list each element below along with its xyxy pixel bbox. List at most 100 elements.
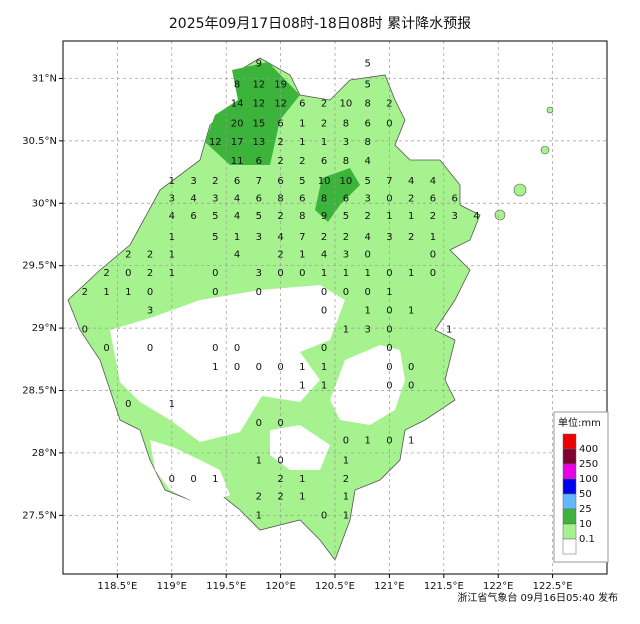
map-frame [63,41,607,574]
rain-value: 0 [256,418,262,429]
rain-value: 1 [103,287,109,298]
rain-value: 6 [234,176,240,187]
rain-value: 1 [430,232,436,243]
rain-value: 3 [343,137,349,148]
rain-value: 2 [430,211,436,222]
rain-value: 1 [169,176,175,187]
rain-value: 6 [299,98,305,109]
rain-value: 2 [277,137,283,148]
y-tick-label: 28.5°N [22,386,57,397]
rain-value: 1 [299,118,305,129]
rain-value: 2 [408,193,414,204]
rain-value: 8 [321,193,327,204]
rain-value: 0 [82,324,88,335]
legend-label: 25 [579,504,592,515]
rain-value: 2 [321,118,327,129]
legend-swatch [562,463,577,480]
rain-value: 0 [277,268,283,279]
rain-value: 4 [234,193,240,204]
rain-value: 1 [408,211,414,222]
rain-value: 0 [321,306,327,317]
x-tick-label: 118.5°E [97,581,137,592]
rain-value: 5 [364,58,370,69]
rain-value: 4 [364,156,370,167]
rain-value: 6 [256,156,262,167]
rain-value: 2 [277,474,283,485]
rain-value: 1 [299,249,305,260]
rain-value: 4 [169,211,175,222]
rain-value: 0 [299,268,305,279]
rain-value: 1 [446,324,452,335]
y-tick-label: 27.5°N [22,510,57,521]
rain-value: 6 [321,156,327,167]
rain-value: 20 [231,118,244,129]
x-tick-label: 119°E [157,581,187,592]
rain-value: 0 [321,287,327,298]
rain-value: 8 [299,211,305,222]
rain-value: 3 [386,232,392,243]
island [546,106,554,114]
rain-value: 2 [408,232,414,243]
rain-value: 1 [408,306,414,317]
rain-value: 0 [430,268,436,279]
rain-value: 4 [321,249,327,260]
rain-value: 6 [364,118,370,129]
legend-label: 400 [579,444,598,455]
rain-value: 3 [364,193,370,204]
legend-label: 250 [579,459,598,470]
rain-value: 1 [299,474,305,485]
legend-swatch [562,508,577,525]
rain-value: 2 [147,249,153,260]
rain-value: 0 [212,268,218,279]
rain-value: 2 [386,98,392,109]
island [540,145,550,155]
rain-value: 12 [274,98,287,109]
rain-value: 0 [386,193,392,204]
island [494,209,506,221]
wet-area [205,62,300,165]
rain-value: 1 [169,232,175,243]
rain-value: 0 [321,510,327,521]
legend-swatch [562,433,577,450]
legend-label: 50 [579,489,592,500]
rain-value: 0 [147,343,153,354]
rain-value: 0 [256,287,262,298]
rain-value: 2 [343,232,349,243]
rain-value: 5 [299,176,305,187]
rain-value: 1 [408,268,414,279]
rain-value: 0 [256,362,262,373]
dry-area [150,440,230,505]
rain-value: 0 [386,118,392,129]
rain-value: 6 [277,118,283,129]
footer: 浙江省气象台 09月16日05:40 发布 [457,591,618,604]
rain-value: 0 [277,418,283,429]
rain-value: 2 [364,211,370,222]
x-tick-label: 120.5°E [315,581,355,592]
rain-value: 2 [321,98,327,109]
rain-value: 0 [147,287,153,298]
rain-value: 0 [364,249,370,260]
rain-value: 0 [321,343,327,354]
rain-value: 2 [321,232,327,243]
rain-value: 1 [343,324,349,335]
rain-value: 1 [256,455,262,466]
rain-value: 10 [340,176,353,187]
x-tick-label: 121°E [374,581,404,592]
rain-value: 1 [169,249,175,260]
rain-value: 3 [212,193,218,204]
rain-value: 8 [364,137,370,148]
rain-value: 6 [299,193,305,204]
rain-value: 2 [343,474,349,485]
dry-area [270,425,330,470]
rain-value: 6 [277,176,283,187]
rain-value: 1 [364,306,370,317]
rain-value: 10 [340,98,353,109]
rain-value: 7 [256,176,262,187]
rain-value: 0 [386,343,392,354]
legend-label: 0.1 [579,534,595,545]
rain-value: 9 [256,58,262,69]
rain-value: 2 [147,268,153,279]
y-tick-label: 29.5°N [22,261,57,272]
rain-value: 4 [430,176,436,187]
